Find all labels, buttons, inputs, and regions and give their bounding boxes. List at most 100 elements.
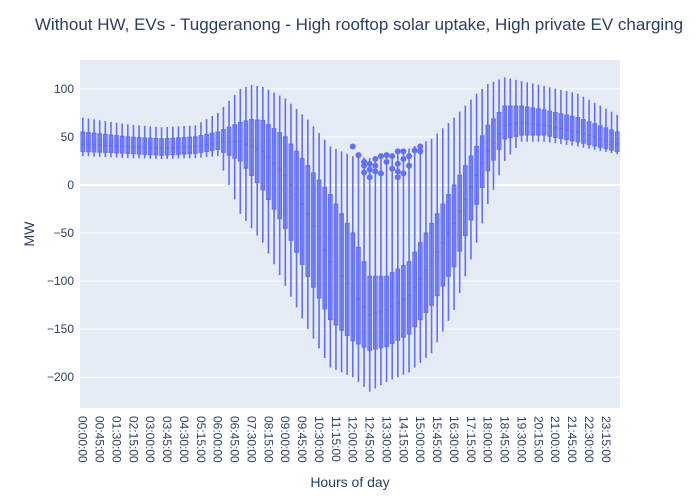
y-tick-label: −150 xyxy=(47,322,74,336)
outlier-point xyxy=(383,158,390,165)
box-iqr xyxy=(226,126,232,156)
box-iqr xyxy=(316,179,322,299)
x-tick-label: 12:45:00 xyxy=(362,416,376,463)
outlier-point xyxy=(361,169,368,176)
box-iqr xyxy=(254,119,260,184)
box-iqr xyxy=(479,135,485,188)
y-tick-labels: 100 50 0 −50 −100 −150 −200 xyxy=(47,82,74,384)
y-tick-label: 0 xyxy=(67,178,74,192)
box-iqr xyxy=(260,119,266,191)
box-iqr xyxy=(350,232,356,342)
box-iqr xyxy=(187,136,193,155)
outlier-point xyxy=(383,152,390,159)
box-iqr xyxy=(333,203,339,326)
box-iqr xyxy=(170,137,176,156)
x-tick-label: 05:15:00 xyxy=(194,416,208,463)
box-iqr xyxy=(249,119,254,176)
x-tick-label: 02:15:00 xyxy=(126,416,140,463)
x-tick-label: 10:30:00 xyxy=(312,416,326,463)
x-tick-label: 00:45:00 xyxy=(92,416,106,463)
x-tick-label: 15:00:00 xyxy=(413,416,427,463)
outlier-point xyxy=(400,170,407,177)
y-gridlines xyxy=(80,88,620,378)
y-tick-label: −200 xyxy=(47,370,74,384)
box-iqr xyxy=(412,251,418,328)
box-iqr xyxy=(547,110,553,137)
outlier-point xyxy=(394,148,401,155)
x-tick-label: 04:30:00 xyxy=(177,416,191,463)
x-tick-label: 18:00:00 xyxy=(481,416,495,463)
x-tick-labels: 00:00:00 00:45:00 01:30:00 02:15:00 03:00:00… xyxy=(76,416,613,463)
x-tick-label: 18:45:00 xyxy=(497,416,511,463)
outlier-point xyxy=(389,153,396,160)
y-tick-label: 100 xyxy=(54,82,74,96)
outlier-point xyxy=(417,148,424,155)
box-iqr xyxy=(282,136,288,229)
y-tick-label: −50 xyxy=(54,226,75,240)
chart-title: Without HW, EVs - Tuggeranong - High roo… xyxy=(35,15,683,34)
box-iqr xyxy=(507,105,513,139)
box-iqr xyxy=(305,165,311,277)
x-tick-label: 19:30:00 xyxy=(514,416,528,463)
box-iqr xyxy=(558,113,564,139)
box-iqr xyxy=(86,132,91,153)
box-iqr xyxy=(102,133,108,153)
box-iqr xyxy=(322,186,328,310)
box-iqr xyxy=(91,132,97,153)
x-tick-label: 08:15:00 xyxy=(261,416,275,463)
y-tick-label: 50 xyxy=(61,130,75,144)
box-iqr xyxy=(581,119,586,144)
outlier-point xyxy=(377,153,384,160)
box-iqr xyxy=(299,157,305,265)
x-tick-label: 09:45:00 xyxy=(295,416,309,463)
plot-background xyxy=(80,60,620,408)
box-iqr xyxy=(147,137,153,156)
x-tick-label: 01:30:00 xyxy=(109,416,123,463)
box-iqr xyxy=(552,111,558,138)
outlier-point xyxy=(361,162,368,169)
x-tick-label: 12:00:00 xyxy=(346,416,360,463)
outlier-point xyxy=(417,143,424,150)
box-iqr xyxy=(288,143,294,241)
x-tick-label: 22:30:00 xyxy=(582,416,596,463)
outlier-point xyxy=(394,160,401,167)
x-tick-label: 16:30:00 xyxy=(447,416,461,463)
x-tick-label: 15:45:00 xyxy=(430,416,444,463)
outlier-point xyxy=(349,143,356,150)
outlier-point xyxy=(400,156,407,163)
x-tick-label: 20:15:00 xyxy=(531,416,545,463)
box-iqr xyxy=(131,136,136,155)
x-tick-label: 23:15:00 xyxy=(599,416,613,463)
x-tick-label: 17:15:00 xyxy=(464,416,478,463)
box-iqr xyxy=(294,150,299,253)
box-iqr xyxy=(80,131,86,152)
box-iqr xyxy=(485,124,491,172)
box-iqr xyxy=(491,118,496,161)
box-iqr xyxy=(311,172,316,288)
box-iqr xyxy=(108,134,114,154)
box-iqr xyxy=(423,232,429,313)
box-iqr xyxy=(164,137,170,156)
outlier-point xyxy=(366,166,373,173)
box-iqr xyxy=(401,264,406,338)
x-tick-label: 09:00:00 xyxy=(278,416,292,463)
y-axis-title: MW xyxy=(21,221,37,247)
outlier-point xyxy=(372,162,379,169)
x-tick-label: 06:45:00 xyxy=(227,416,241,463)
x-tick-label: 00:00:00 xyxy=(76,416,90,463)
y-tick-label: −100 xyxy=(47,274,74,288)
outlier-point xyxy=(372,168,379,175)
box-iqr xyxy=(592,123,598,147)
outlier-series xyxy=(349,143,424,181)
box-iqr xyxy=(356,246,361,345)
box-iqr xyxy=(221,129,226,153)
box-iqr xyxy=(136,136,142,155)
box-iqr xyxy=(198,135,204,153)
box-iqr xyxy=(181,136,187,155)
x-tick-label: 03:45:00 xyxy=(160,416,174,463)
box-iqr xyxy=(97,133,103,153)
outlier-point xyxy=(355,152,362,159)
outlier-point xyxy=(411,147,418,154)
box-iqr xyxy=(609,129,614,151)
box-iqr xyxy=(119,135,125,154)
